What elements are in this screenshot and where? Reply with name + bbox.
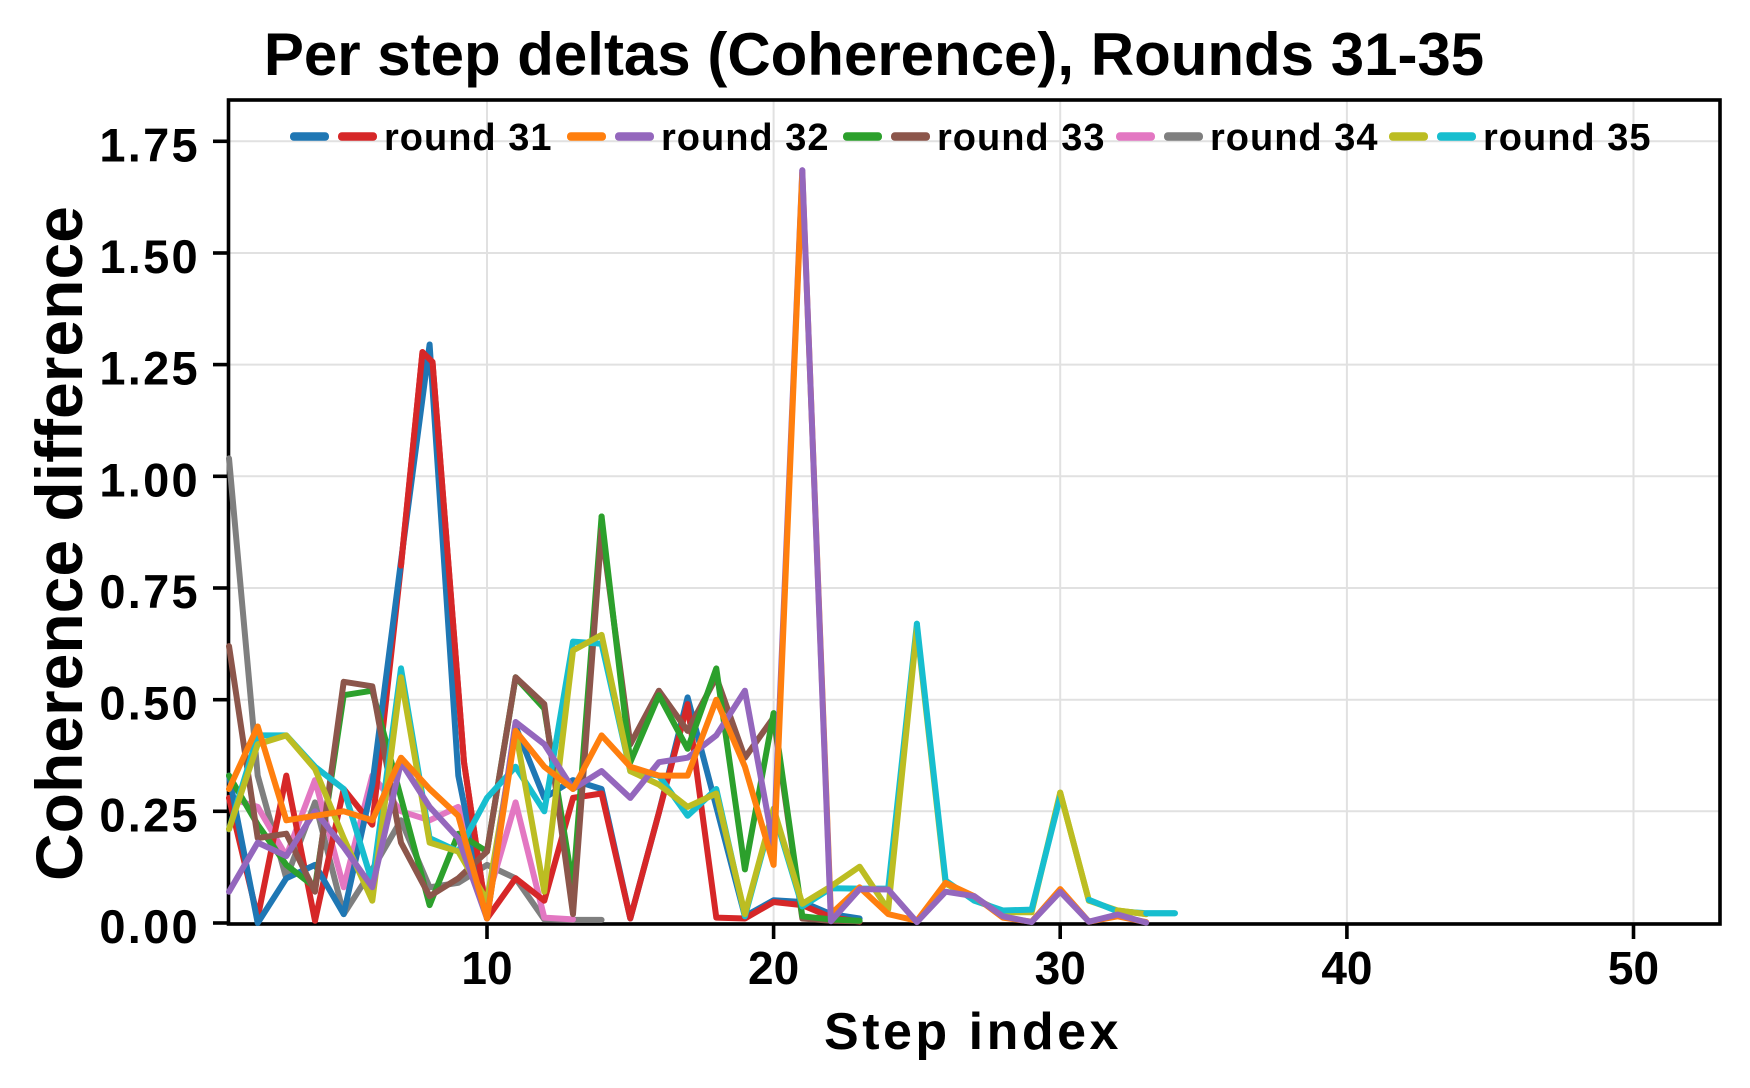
svg-text:1.00: 1.00: [99, 453, 200, 506]
svg-text:Coherence difference: Coherence difference: [22, 206, 96, 881]
svg-text:1.50: 1.50: [99, 230, 200, 283]
svg-text:0.00: 0.00: [99, 900, 200, 953]
svg-text:Step index: Step index: [824, 1003, 1122, 1061]
svg-text:round 31: round 31: [384, 117, 552, 159]
svg-text:round 32: round 32: [661, 117, 829, 159]
svg-text:0.75: 0.75: [99, 565, 200, 618]
svg-text:40: 40: [1321, 942, 1372, 994]
svg-text:0.50: 0.50: [99, 677, 200, 730]
svg-text:round 35: round 35: [1483, 117, 1651, 159]
svg-text:50: 50: [1608, 942, 1659, 994]
svg-text:30: 30: [1035, 942, 1086, 994]
svg-text:round 33: round 33: [937, 117, 1105, 159]
svg-text:20: 20: [748, 942, 799, 994]
svg-text:10: 10: [461, 942, 512, 994]
svg-text:0.25: 0.25: [99, 788, 200, 841]
svg-text:round 34: round 34: [1210, 117, 1378, 159]
svg-text:1.25: 1.25: [99, 342, 200, 395]
svg-text:Per step deltas (Coherence), R: Per step deltas (Coherence), Rounds 31-3…: [264, 21, 1484, 88]
svg-text:1.75: 1.75: [99, 118, 200, 171]
